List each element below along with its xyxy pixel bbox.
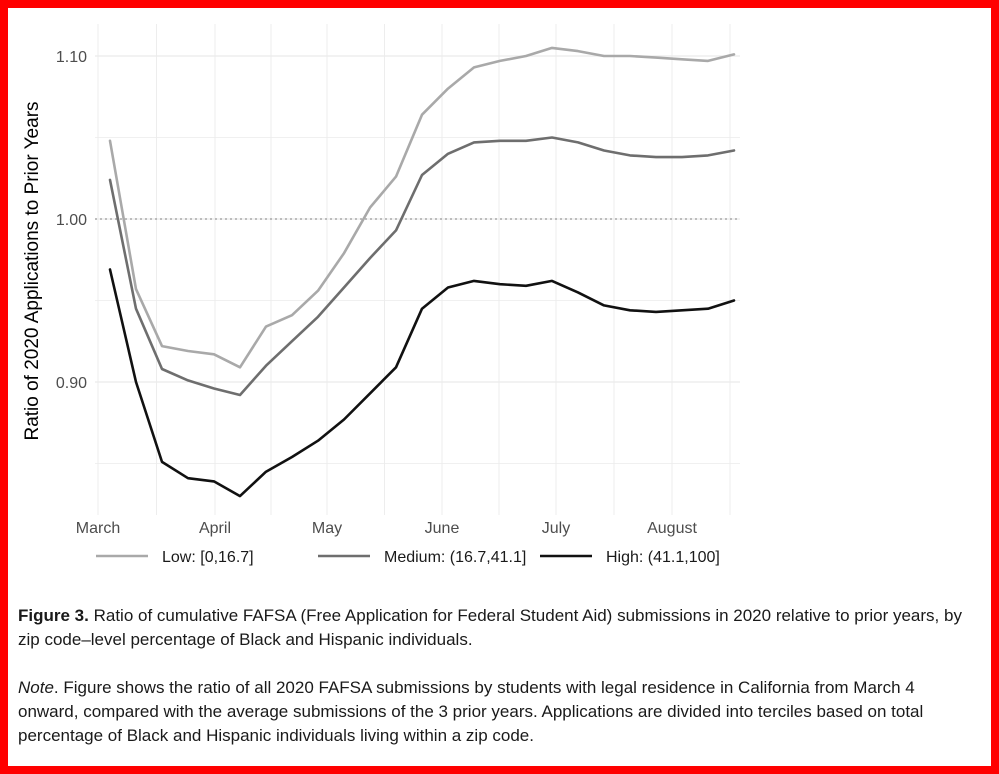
series-lines xyxy=(108,46,736,498)
y-tick-label: 1.10 xyxy=(56,49,87,66)
y-tick-label: 0.90 xyxy=(56,375,87,392)
figure-label: Figure 3. xyxy=(18,606,89,625)
y-tick-label: 1.00 xyxy=(56,212,87,229)
note-label: Note xyxy=(18,678,54,697)
x-tick-label: April xyxy=(199,520,231,537)
figure-caption: Figure 3. Ratio of cumulative FAFSA (Fre… xyxy=(18,604,978,652)
gridlines xyxy=(95,24,740,515)
series-line-high xyxy=(108,268,736,498)
x-tick-label: May xyxy=(312,520,342,537)
legend: Low: [0,16.7] Medium: (16.7,41.1] High: (4… xyxy=(96,549,720,566)
legend-label: Low: [0,16.7] xyxy=(162,549,254,566)
x-tick-label: August xyxy=(647,520,697,537)
chart: 0.90 1.00 1.10 March April May June July August… xyxy=(22,24,740,566)
x-tick-label: July xyxy=(542,520,570,537)
x-tick-labels: March April May June July August xyxy=(76,520,698,537)
x-tick-label: March xyxy=(76,520,120,537)
y-tick-labels: 0.90 1.00 1.10 xyxy=(56,49,87,392)
x-tick-label: June xyxy=(425,520,460,537)
series-line-low xyxy=(108,46,736,369)
note-text: . Figure shows the ratio of all 2020 FAF… xyxy=(18,678,924,745)
y-axis-title: Ratio of 2020 Applications to Prior Year… xyxy=(22,101,43,440)
series-line-medium xyxy=(108,136,736,397)
legend-label: High: (41.1,100] xyxy=(606,549,720,566)
figure-caption-text: Ratio of cumulative FAFSA (Free Applicat… xyxy=(18,606,962,649)
figure-note: Note. Figure shows the ratio of all 2020… xyxy=(18,676,978,748)
legend-label: Medium: (16.7,41.1] xyxy=(384,549,526,566)
